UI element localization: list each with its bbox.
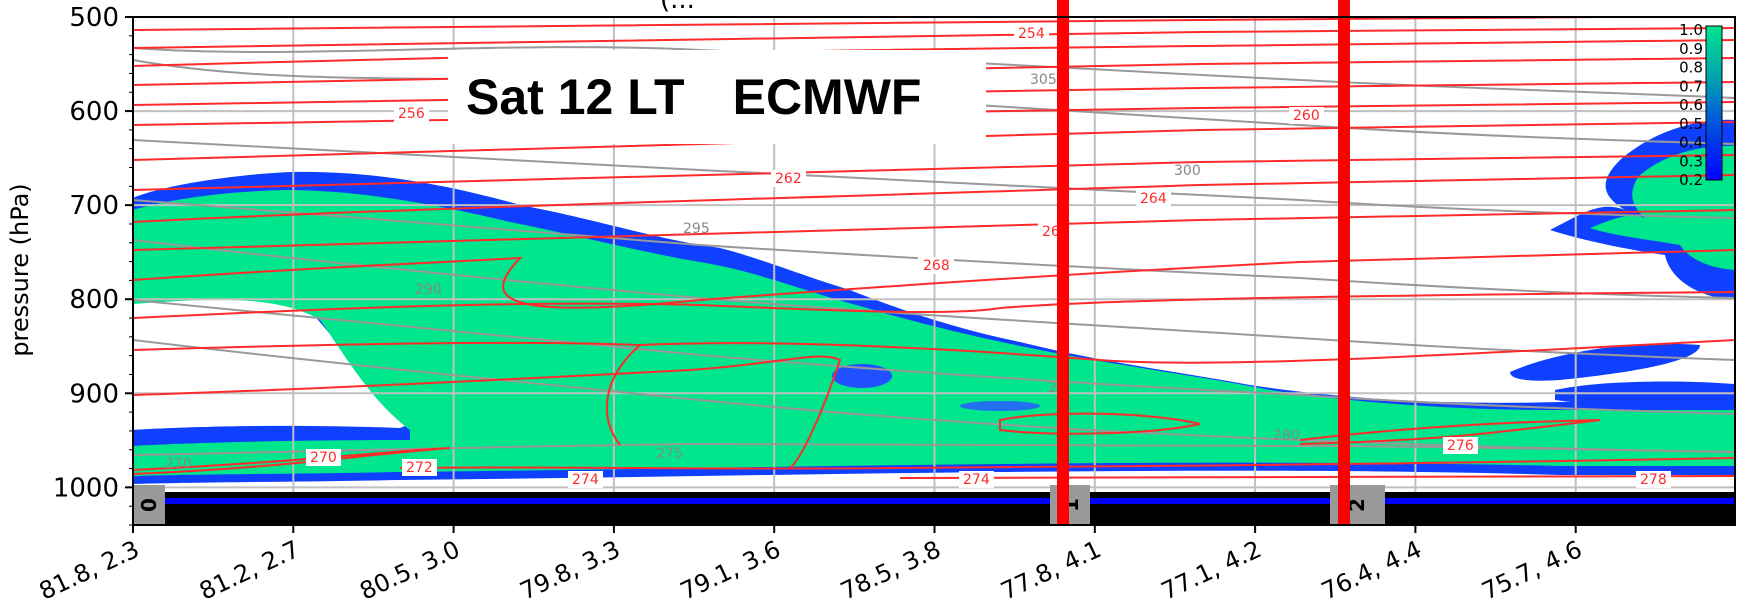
fill-right-patch (1510, 343, 1700, 381)
gray-contour-label: 305 (1030, 72, 1057, 88)
x-axis: 81.8, 2.3 81.2, 2.7 80.5, 3.0 79.8, 3.3 79.1… (35, 525, 1586, 606)
fill-blue-blob (960, 401, 1040, 411)
colorbar-tick-label: 0.3 (1679, 152, 1703, 170)
strip-label: 0 (137, 498, 161, 512)
y-tick-label: 700 (69, 191, 119, 221)
red-contour-label: 276 (1447, 438, 1474, 454)
gray-contour-line (133, 339, 1735, 453)
fill-right-patch-core (1590, 145, 1735, 270)
strip-gray-block (1050, 485, 1090, 525)
time-label: Sat 12 LT (466, 69, 685, 125)
y-tick-label: 900 (69, 379, 119, 409)
red-contour-label: 274 (572, 472, 599, 488)
contour-label-bg (1014, 25, 1049, 42)
y-tick-label: 800 (69, 285, 119, 315)
gray-contour-label: 295 (683, 221, 710, 237)
gray-contour-line (133, 139, 1735, 219)
gray-contour-label: 290 (415, 282, 442, 298)
red-contour-label: 270 (310, 450, 337, 466)
y-tick-label: 600 (69, 97, 119, 127)
contour-label-bg (919, 257, 954, 274)
red-contour-line (1299, 419, 1601, 445)
colorbar-tick-label: 0.7 (1679, 77, 1703, 95)
gray-contour-line (133, 442, 1735, 456)
red-contour-line (133, 291, 1735, 319)
red-contour-label: 268 (923, 258, 950, 274)
x-tick-label: 81.2, 2.7 (195, 535, 304, 606)
red-contour-label: 272 (406, 460, 433, 476)
contour-label-bg (402, 459, 437, 476)
red-contour-label: 264 (1140, 191, 1167, 207)
red-contour-line (133, 27, 1735, 49)
x-tick-label: 79.8, 3.3 (516, 535, 625, 606)
gray-contour-label: 300 (1174, 163, 1201, 179)
colorbar-tick-label: 1.0 (1679, 21, 1703, 39)
strip-label: 2 (1345, 498, 1369, 512)
x-tick-label: 77.8, 4.1 (997, 535, 1106, 606)
red-contour-label: 26 (1042, 224, 1060, 240)
gray-contour-line (133, 239, 1735, 361)
red-contour-label: 256 (398, 106, 425, 122)
contour-label-bg (771, 170, 806, 187)
gray-contour-label: 275 (656, 446, 683, 462)
vertical-markers (1057, 0, 1350, 525)
model-label: ECMWF (732, 69, 922, 125)
colorbar-tick-label: 0.8 (1679, 59, 1703, 77)
red-contour-line (133, 174, 1735, 223)
red-contour-label: 274 (963, 472, 990, 488)
x-tick-label: 75.7, 4.6 (1478, 535, 1587, 606)
red-contour-line (133, 355, 842, 469)
gray-contour-label: 280 (1273, 428, 1300, 444)
gray-contour-line (133, 199, 1735, 299)
y-tick-label: 1000 (53, 473, 119, 503)
red-contour-line (399, 457, 1735, 470)
x-tick-label: 76.4, 4.4 (1317, 535, 1426, 606)
x-tick-label: 77.1, 4.2 (1157, 535, 1266, 606)
strip-gray-block (133, 485, 165, 525)
red-vertical-marker (1338, 0, 1350, 525)
x-tick-label: 81.8, 2.3 (35, 535, 144, 606)
red-contour-line (899, 475, 1735, 479)
red-contour-label: 278 (1640, 472, 1667, 488)
time-model-overlay: Sat 12 LT ECMWF (448, 50, 986, 144)
red-contour-line (133, 249, 1735, 309)
colorbar-tick-label: 0.9 (1679, 40, 1703, 58)
colorbar: 1.00.90.80.70.60.50.40.30.2 (1679, 21, 1723, 189)
red-contour-label: 262 (775, 171, 802, 187)
strip-blue-line (133, 498, 1735, 504)
gray-contour-label: 2 (1048, 380, 1057, 396)
x-tick-label: 78.5, 3.8 (836, 535, 945, 606)
contour-label-bg (959, 471, 994, 488)
x-tick-label: 79.1, 3.6 (676, 535, 785, 606)
contour-label-bg (1289, 107, 1324, 124)
colorbar-tick-label: 0.5 (1679, 115, 1703, 133)
contour-label-bg (1443, 437, 1478, 454)
red-contour-label: 254 (1018, 26, 1045, 42)
strip-black (133, 492, 1735, 525)
colorbar-bar (1705, 25, 1723, 181)
contour-label-bg (1636, 471, 1671, 488)
contour-label-bg (568, 471, 603, 488)
contour-label-bg (1136, 190, 1171, 207)
contour-label-bg (394, 105, 429, 122)
colorbar-tick-label: 0.2 (1679, 171, 1703, 189)
y-tick-label: 500 (69, 3, 119, 33)
red-contour-label: 260 (1293, 108, 1320, 124)
red-contour-line (133, 339, 1735, 446)
cut-chart-title: (... (660, 0, 695, 15)
red-contour-line (133, 447, 451, 475)
gray-contour-labels: 305 300 295 290 280 275 270 2 (165, 72, 1300, 472)
colorbar-tick-label: 0.6 (1679, 96, 1703, 114)
fill-left-lowpatch (133, 426, 410, 446)
red-vertical-marker (1057, 0, 1069, 525)
gray-contour-line (133, 299, 1735, 415)
colorbar-tick-label: 0.4 (1679, 134, 1703, 152)
gray-contour-label: 270 (165, 456, 192, 472)
contour-label-bg (306, 449, 341, 466)
y-axis-label: pressure (hPa) (6, 183, 34, 356)
x-tick-label: 80.5, 3.0 (355, 535, 464, 606)
red-contour-labels: 2542562602622642626826827027227427427627… (306, 25, 1671, 488)
y-axis: 500 600 700 800 900 1000 (53, 3, 133, 526)
